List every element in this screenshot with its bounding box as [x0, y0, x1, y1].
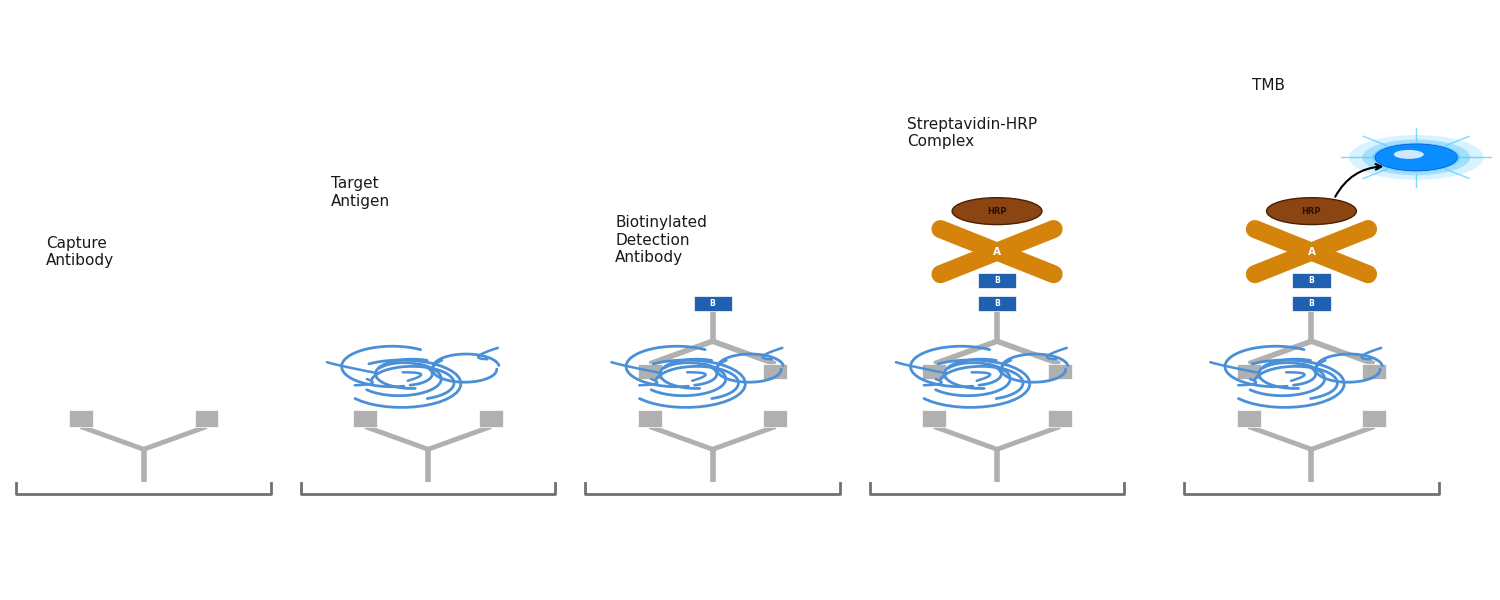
- Ellipse shape: [1376, 144, 1458, 171]
- Ellipse shape: [1362, 139, 1470, 175]
- Ellipse shape: [1372, 143, 1460, 172]
- Bar: [69, 410, 93, 427]
- Text: Capture
Antibody: Capture Antibody: [46, 236, 114, 268]
- Bar: [1362, 410, 1386, 427]
- Text: Biotinylated
Detection
Antibody: Biotinylated Detection Antibody: [615, 215, 706, 265]
- Bar: [922, 410, 946, 427]
- Ellipse shape: [1348, 135, 1484, 180]
- Text: B: B: [994, 299, 1000, 308]
- Bar: [1048, 364, 1072, 379]
- Bar: [638, 410, 662, 427]
- Ellipse shape: [1394, 150, 1423, 159]
- Bar: [638, 364, 662, 379]
- Text: HRP: HRP: [1302, 206, 1322, 215]
- Bar: [1362, 364, 1386, 379]
- Bar: [478, 410, 502, 427]
- Bar: [1236, 364, 1260, 379]
- Text: B: B: [1308, 275, 1314, 284]
- Text: A: A: [1308, 247, 1316, 257]
- Text: Streptavidin-HRP
Complex: Streptavidin-HRP Complex: [908, 116, 1038, 149]
- Bar: [764, 364, 788, 379]
- Bar: [1236, 410, 1260, 427]
- Text: B: B: [710, 299, 716, 308]
- Text: A: A: [993, 247, 1000, 257]
- Bar: [764, 410, 788, 427]
- Text: HRP: HRP: [987, 206, 1006, 215]
- Ellipse shape: [952, 197, 1042, 224]
- Text: B: B: [1308, 299, 1314, 308]
- Bar: [352, 410, 376, 427]
- Bar: [195, 410, 219, 427]
- Bar: [1048, 410, 1072, 427]
- Ellipse shape: [1266, 197, 1356, 224]
- Text: Target
Antigen: Target Antigen: [332, 176, 390, 209]
- Text: B: B: [994, 275, 1000, 284]
- Bar: [922, 364, 946, 379]
- Text: TMB: TMB: [1251, 77, 1284, 92]
